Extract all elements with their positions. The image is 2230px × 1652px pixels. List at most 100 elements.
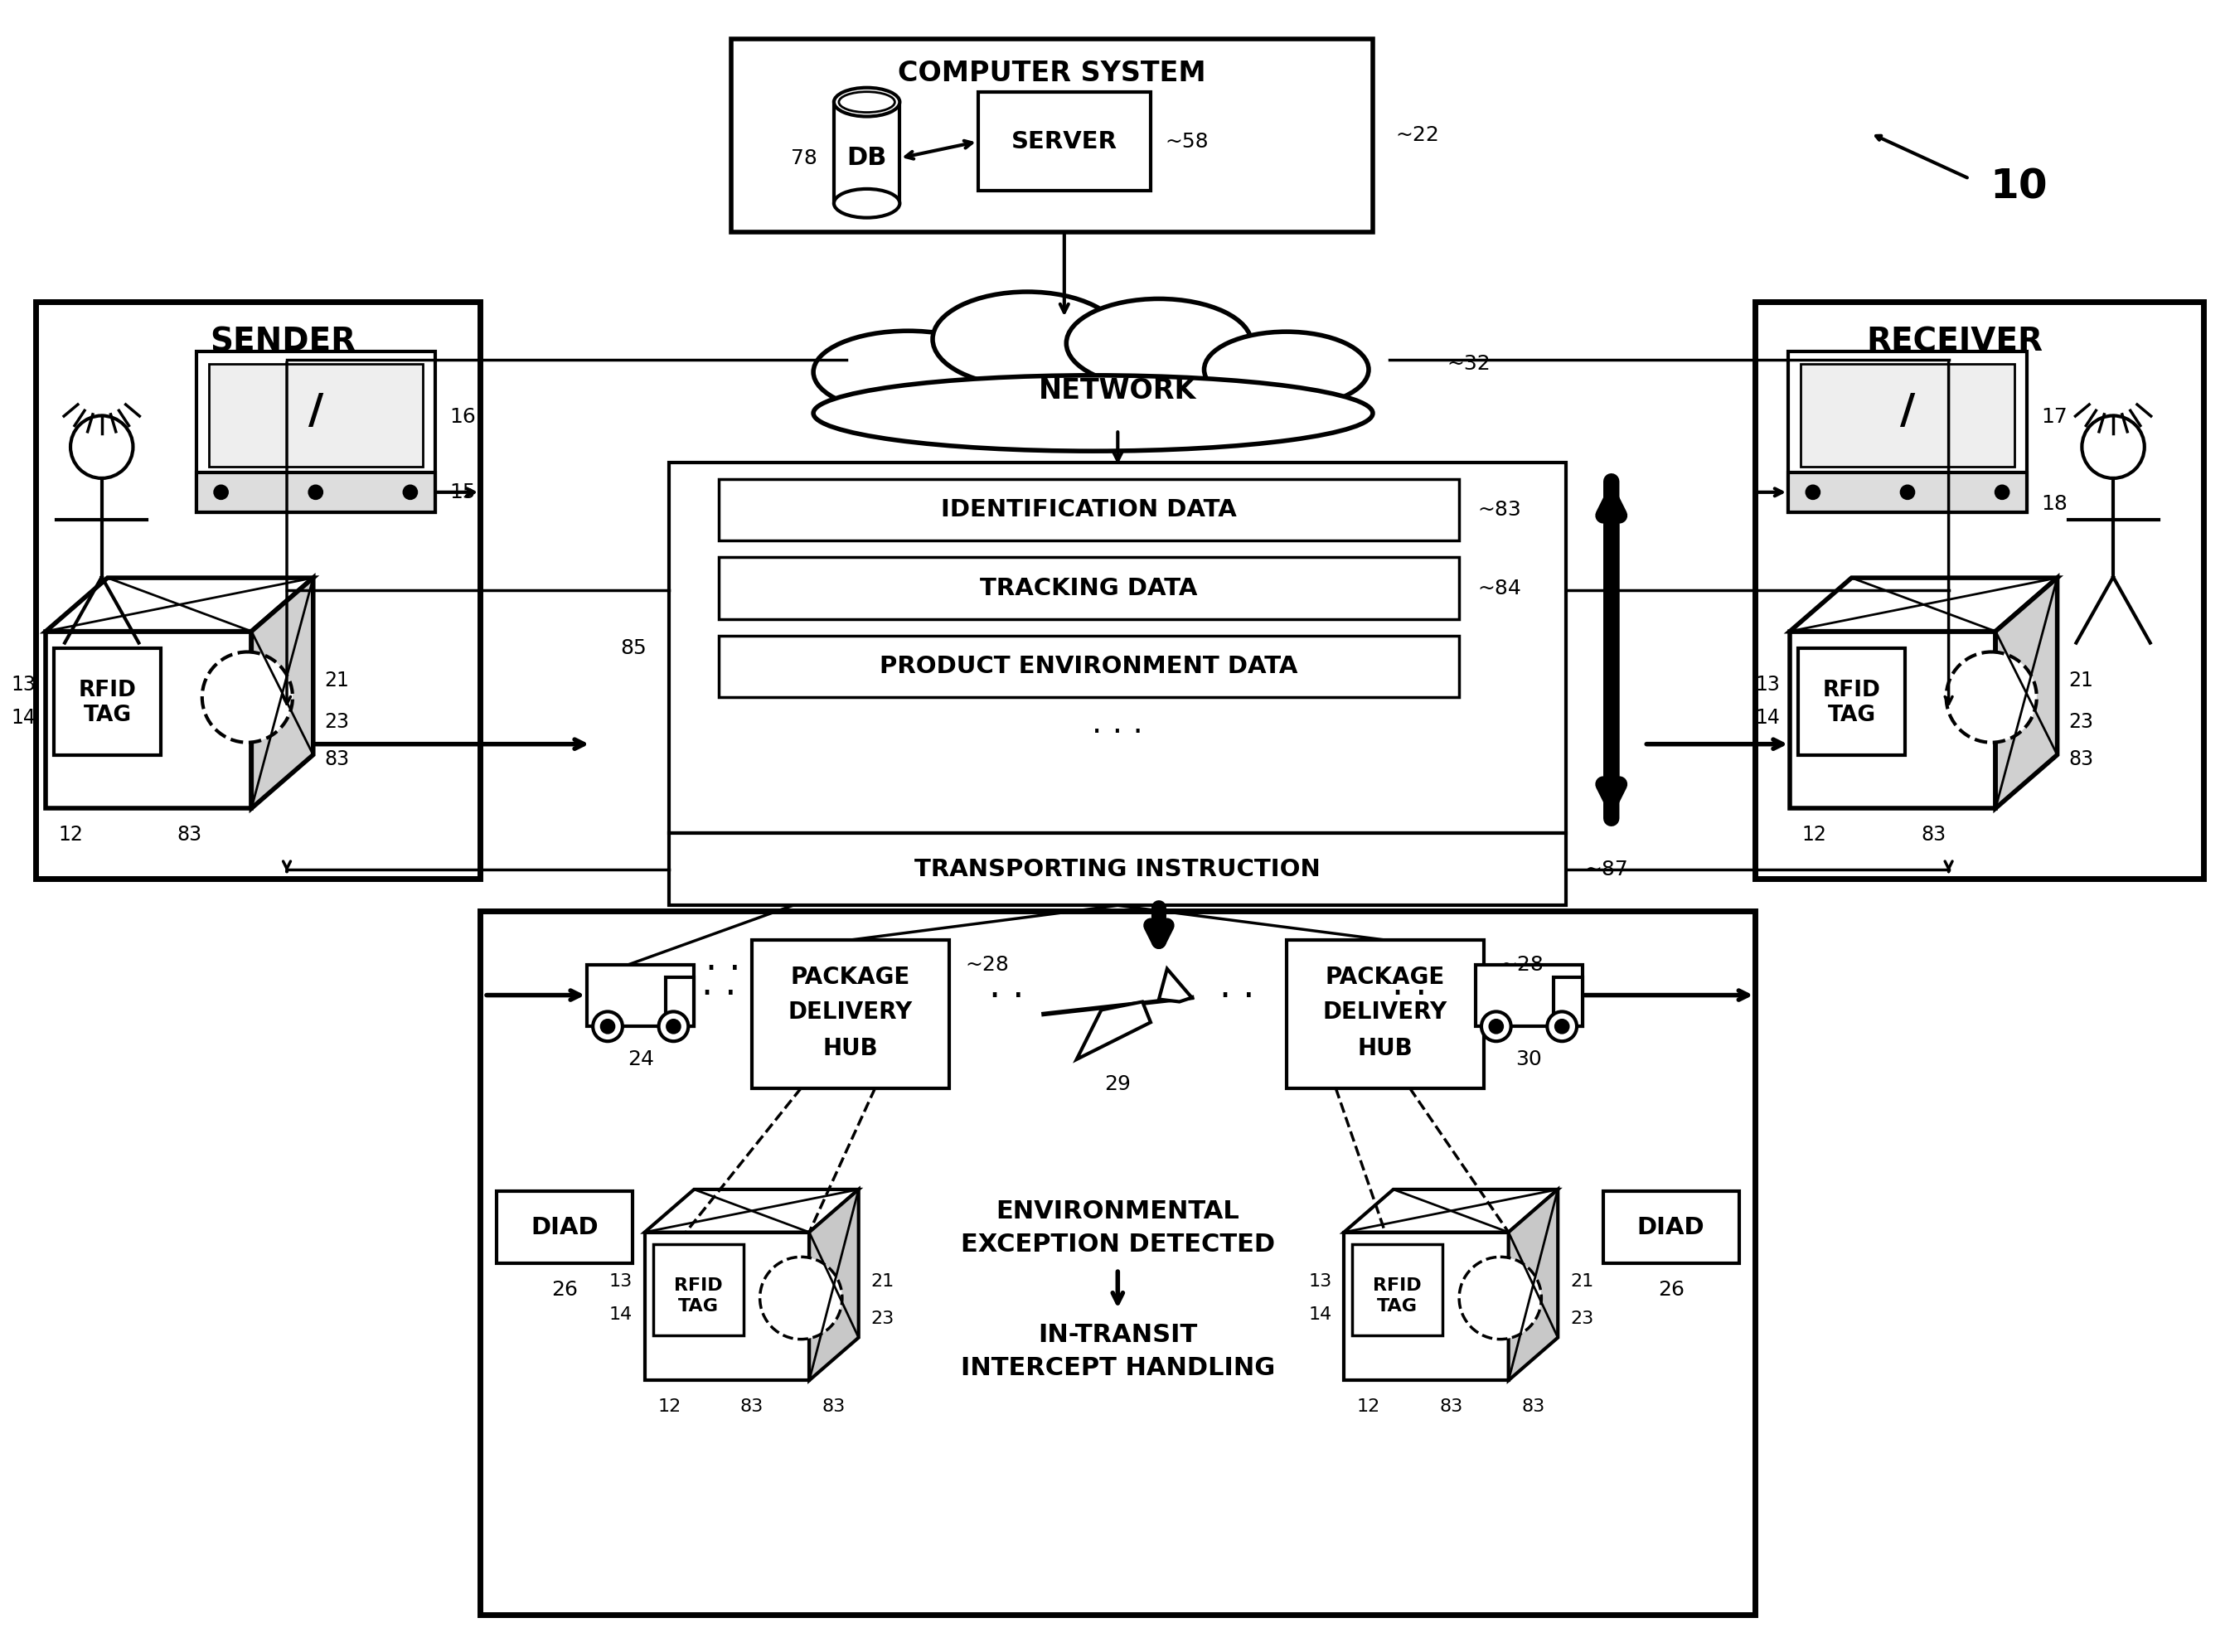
- Polygon shape: [1077, 1001, 1151, 1059]
- Ellipse shape: [838, 93, 894, 112]
- Circle shape: [1947, 653, 2036, 742]
- Circle shape: [593, 1011, 622, 1041]
- Text: 14: 14: [1309, 1307, 1331, 1323]
- Text: 83: 83: [1922, 824, 1947, 844]
- Text: IN-TRANSIT: IN-TRANSIT: [1037, 1323, 1198, 1346]
- Text: RFID: RFID: [1374, 1277, 1423, 1294]
- Polygon shape: [252, 578, 312, 808]
- Bar: [1603, 1191, 1739, 1264]
- Circle shape: [1490, 1019, 1503, 1032]
- Text: 29: 29: [1104, 1074, 1131, 1094]
- Text: ~28: ~28: [966, 955, 1010, 975]
- Bar: [669, 463, 1565, 833]
- Text: 23: 23: [872, 1310, 894, 1327]
- Text: 85: 85: [620, 638, 647, 657]
- Text: RFID: RFID: [1822, 681, 1880, 702]
- Text: 15: 15: [450, 482, 475, 502]
- Text: 83: 83: [740, 1399, 763, 1416]
- Text: 10: 10: [1989, 167, 2047, 206]
- Bar: [47, 631, 252, 808]
- Text: TAG: TAG: [678, 1298, 718, 1315]
- Text: . . .: . . .: [1093, 707, 1144, 740]
- Text: 14: 14: [11, 707, 36, 727]
- Text: PACKAGE: PACKAGE: [792, 965, 910, 988]
- Text: ENVIRONMENTAL: ENVIRONMENTAL: [997, 1199, 1240, 1224]
- Text: PRODUCT ENVIRONMENT DATA: PRODUCT ENVIRONMENT DATA: [881, 654, 1298, 677]
- Text: TAG: TAG: [1826, 704, 1875, 727]
- Bar: [1800, 363, 2014, 468]
- Text: · ·: · ·: [705, 953, 740, 988]
- Circle shape: [1458, 1257, 1541, 1340]
- Text: 21: 21: [872, 1274, 894, 1290]
- Bar: [752, 940, 950, 1089]
- Text: ~58: ~58: [1166, 132, 1209, 152]
- Bar: [718, 479, 1458, 540]
- Bar: [586, 965, 694, 1026]
- Circle shape: [667, 1019, 680, 1032]
- Circle shape: [203, 653, 292, 742]
- Text: ~32: ~32: [1447, 354, 1490, 373]
- Circle shape: [214, 486, 227, 499]
- Text: 16: 16: [450, 408, 477, 428]
- Text: 12: 12: [1802, 824, 1826, 844]
- Text: DB: DB: [847, 145, 888, 170]
- Text: 83: 83: [326, 748, 350, 768]
- Circle shape: [658, 1011, 689, 1041]
- Text: 26: 26: [551, 1280, 578, 1300]
- Text: ~83: ~83: [1476, 501, 1521, 520]
- Bar: [1755, 302, 2203, 879]
- Text: 78: 78: [792, 149, 818, 169]
- Circle shape: [71, 416, 134, 477]
- Ellipse shape: [1066, 299, 1251, 388]
- Text: HUB: HUB: [823, 1037, 879, 1061]
- Bar: [665, 976, 694, 1026]
- Bar: [54, 648, 161, 755]
- Text: TAG: TAG: [1378, 1298, 1418, 1315]
- Text: 18: 18: [2043, 494, 2067, 514]
- Text: · ·: · ·: [700, 978, 736, 1013]
- Text: RECEIVER: RECEIVER: [1867, 325, 2043, 357]
- Bar: [1554, 976, 1583, 1026]
- Bar: [1351, 1244, 1443, 1335]
- Bar: [718, 636, 1458, 697]
- Text: 12: 12: [58, 824, 83, 844]
- Text: RFID: RFID: [673, 1277, 723, 1294]
- Polygon shape: [809, 1189, 859, 1381]
- Circle shape: [1548, 1011, 1577, 1041]
- Ellipse shape: [834, 188, 899, 218]
- Text: 13: 13: [609, 1274, 633, 1290]
- Ellipse shape: [1204, 332, 1369, 408]
- Text: NETWORK: NETWORK: [1039, 377, 1198, 405]
- Bar: [669, 833, 1565, 905]
- Polygon shape: [47, 578, 312, 631]
- Text: · ·: · ·: [1220, 980, 1255, 1016]
- Polygon shape: [1996, 578, 2058, 808]
- Text: 23: 23: [326, 712, 350, 732]
- Ellipse shape: [932, 292, 1122, 387]
- Text: 23: 23: [1570, 1310, 1594, 1327]
- Bar: [1345, 1232, 1507, 1381]
- Text: COMPUTER SYSTEM: COMPUTER SYSTEM: [899, 59, 1206, 88]
- Text: 13: 13: [1309, 1274, 1331, 1290]
- Circle shape: [1481, 1011, 1512, 1041]
- Bar: [834, 102, 899, 203]
- Text: DIAD: DIAD: [1637, 1216, 1704, 1239]
- Circle shape: [404, 486, 417, 499]
- Bar: [718, 557, 1458, 620]
- Text: 23: 23: [2069, 712, 2094, 732]
- Circle shape: [1806, 486, 1820, 499]
- Text: 24: 24: [627, 1049, 653, 1069]
- Circle shape: [1996, 486, 2009, 499]
- Text: 14: 14: [1755, 707, 1780, 727]
- Text: 30: 30: [1516, 1049, 1543, 1069]
- Text: 83: 83: [1521, 1399, 1545, 1416]
- Ellipse shape: [834, 88, 899, 117]
- Text: 83: 83: [823, 1399, 845, 1416]
- Bar: [36, 302, 479, 879]
- Bar: [653, 1244, 743, 1335]
- Bar: [1476, 965, 1583, 1026]
- Ellipse shape: [814, 330, 1004, 413]
- Text: SERVER: SERVER: [1010, 131, 1117, 154]
- Circle shape: [602, 1019, 613, 1032]
- Text: 14: 14: [609, 1307, 633, 1323]
